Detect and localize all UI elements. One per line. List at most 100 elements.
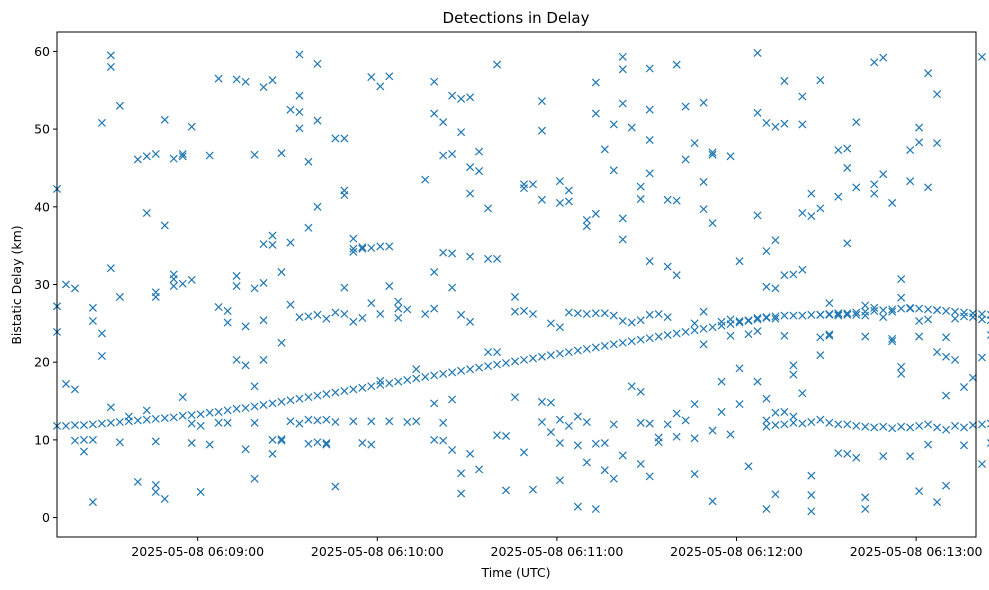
data-point	[510, 307, 520, 316]
data-point	[879, 452, 888, 461]
data-point	[501, 486, 511, 495]
data-point	[977, 353, 987, 362]
data-point	[977, 459, 987, 468]
data-point	[618, 338, 627, 347]
data-point	[636, 316, 645, 325]
data-point	[968, 313, 978, 322]
data-point	[843, 144, 852, 153]
data-point	[340, 134, 349, 143]
data-point	[88, 498, 97, 507]
data-point	[304, 223, 313, 232]
data-point	[286, 105, 295, 114]
data-point	[726, 152, 735, 161]
data-point	[888, 307, 897, 316]
data-point	[403, 305, 412, 314]
data-point	[277, 268, 286, 277]
data-point	[870, 423, 879, 432]
data-point	[385, 282, 394, 291]
data-point	[798, 311, 807, 320]
data-point	[672, 432, 681, 441]
data-point	[771, 421, 780, 430]
data-point	[133, 416, 142, 425]
data-point	[537, 397, 546, 406]
data-point	[618, 65, 627, 74]
data-point	[493, 254, 502, 263]
data-point	[888, 334, 897, 343]
data-point	[591, 439, 600, 448]
data-point	[349, 417, 358, 426]
data-point	[519, 306, 529, 315]
data-point	[933, 90, 942, 99]
data-point	[744, 330, 753, 339]
data-point	[600, 438, 609, 448]
data-point	[151, 292, 160, 301]
data-point	[843, 420, 852, 429]
data-point	[241, 404, 250, 413]
data-point	[816, 351, 825, 360]
data-point	[951, 307, 960, 316]
data-point	[322, 415, 331, 424]
data-point	[852, 421, 861, 430]
data-point	[753, 377, 762, 386]
data-point	[142, 208, 151, 218]
data-point	[681, 327, 690, 336]
data-point	[304, 393, 313, 402]
data-point	[97, 118, 106, 127]
data-point	[106, 51, 115, 60]
data-point	[537, 352, 546, 361]
data-point	[825, 299, 834, 308]
data-point	[555, 198, 564, 207]
data-point	[717, 317, 726, 326]
data-point	[537, 126, 546, 135]
data-point	[870, 58, 879, 67]
data-point	[546, 398, 555, 407]
data-point	[250, 474, 259, 483]
data-point	[169, 154, 178, 163]
data-point	[519, 355, 529, 364]
data-point	[178, 149, 187, 159]
data-point	[915, 332, 924, 341]
y-tick-label: 30	[34, 277, 50, 292]
data-point	[717, 407, 726, 416]
y-axis-label: Bistatic Delay (km)	[9, 225, 24, 344]
data-point	[771, 408, 780, 417]
data-point	[879, 313, 888, 322]
data-point	[609, 474, 618, 483]
data-point	[771, 284, 780, 293]
data-point	[376, 309, 385, 319]
data-point	[106, 403, 115, 412]
data-point	[627, 318, 636, 327]
data-point	[268, 240, 277, 249]
data-point	[816, 310, 825, 319]
data-point	[834, 192, 843, 201]
data-point	[672, 60, 681, 69]
data-point	[457, 94, 466, 103]
data-point	[448, 283, 457, 292]
data-point	[223, 418, 232, 427]
data-point	[699, 205, 708, 214]
data-point	[879, 53, 888, 62]
data-point	[690, 319, 699, 328]
data-point	[439, 418, 448, 427]
data-point	[672, 271, 681, 280]
data-point	[457, 366, 466, 375]
data-point	[708, 219, 717, 228]
data-point	[196, 487, 205, 496]
data-point	[708, 426, 717, 435]
data-point	[537, 97, 546, 106]
data-point	[654, 438, 663, 447]
data-point	[88, 420, 97, 429]
data-point	[690, 400, 699, 409]
data-point	[780, 420, 789, 429]
data-point	[340, 283, 349, 292]
data-point	[663, 195, 672, 204]
data-point	[861, 301, 870, 310]
data-point	[187, 275, 196, 284]
data-point	[789, 311, 798, 320]
data-point	[816, 204, 825, 213]
data-point	[852, 308, 861, 317]
data-point	[861, 307, 870, 316]
y-tick-label: 10	[34, 432, 50, 447]
data-point	[825, 330, 834, 339]
data-point	[681, 102, 690, 111]
